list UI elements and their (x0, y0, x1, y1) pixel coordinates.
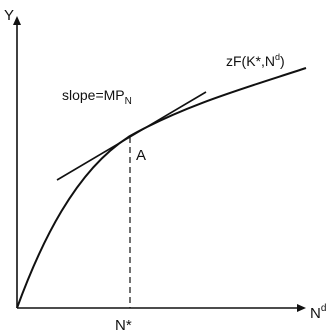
tangent-slope-label-main: slope=MP (62, 87, 125, 103)
point-a-label: A (136, 147, 146, 164)
x-axis-label-sup: d (321, 303, 327, 314)
x-axis-label: Nd (310, 303, 326, 322)
curve-label-close: ) (280, 53, 285, 69)
curve-label-main: zF(K*,N (226, 53, 275, 69)
production-curve (16, 67, 307, 309)
y-axis-label: Y (4, 7, 14, 24)
n-star-label: N* (115, 317, 132, 334)
x-axis-label-main: N (310, 305, 321, 322)
curve-label-sup: d (275, 52, 280, 62)
y-axis-arrowhead (13, 16, 21, 25)
tangent-line (56, 91, 207, 181)
curve-label: zF(K*,Nd) (226, 52, 285, 69)
x-axis-arrowhead (297, 304, 306, 312)
tangent-slope-label: slope=MPN (62, 87, 132, 107)
tangent-slope-label-sub: N (125, 96, 132, 107)
